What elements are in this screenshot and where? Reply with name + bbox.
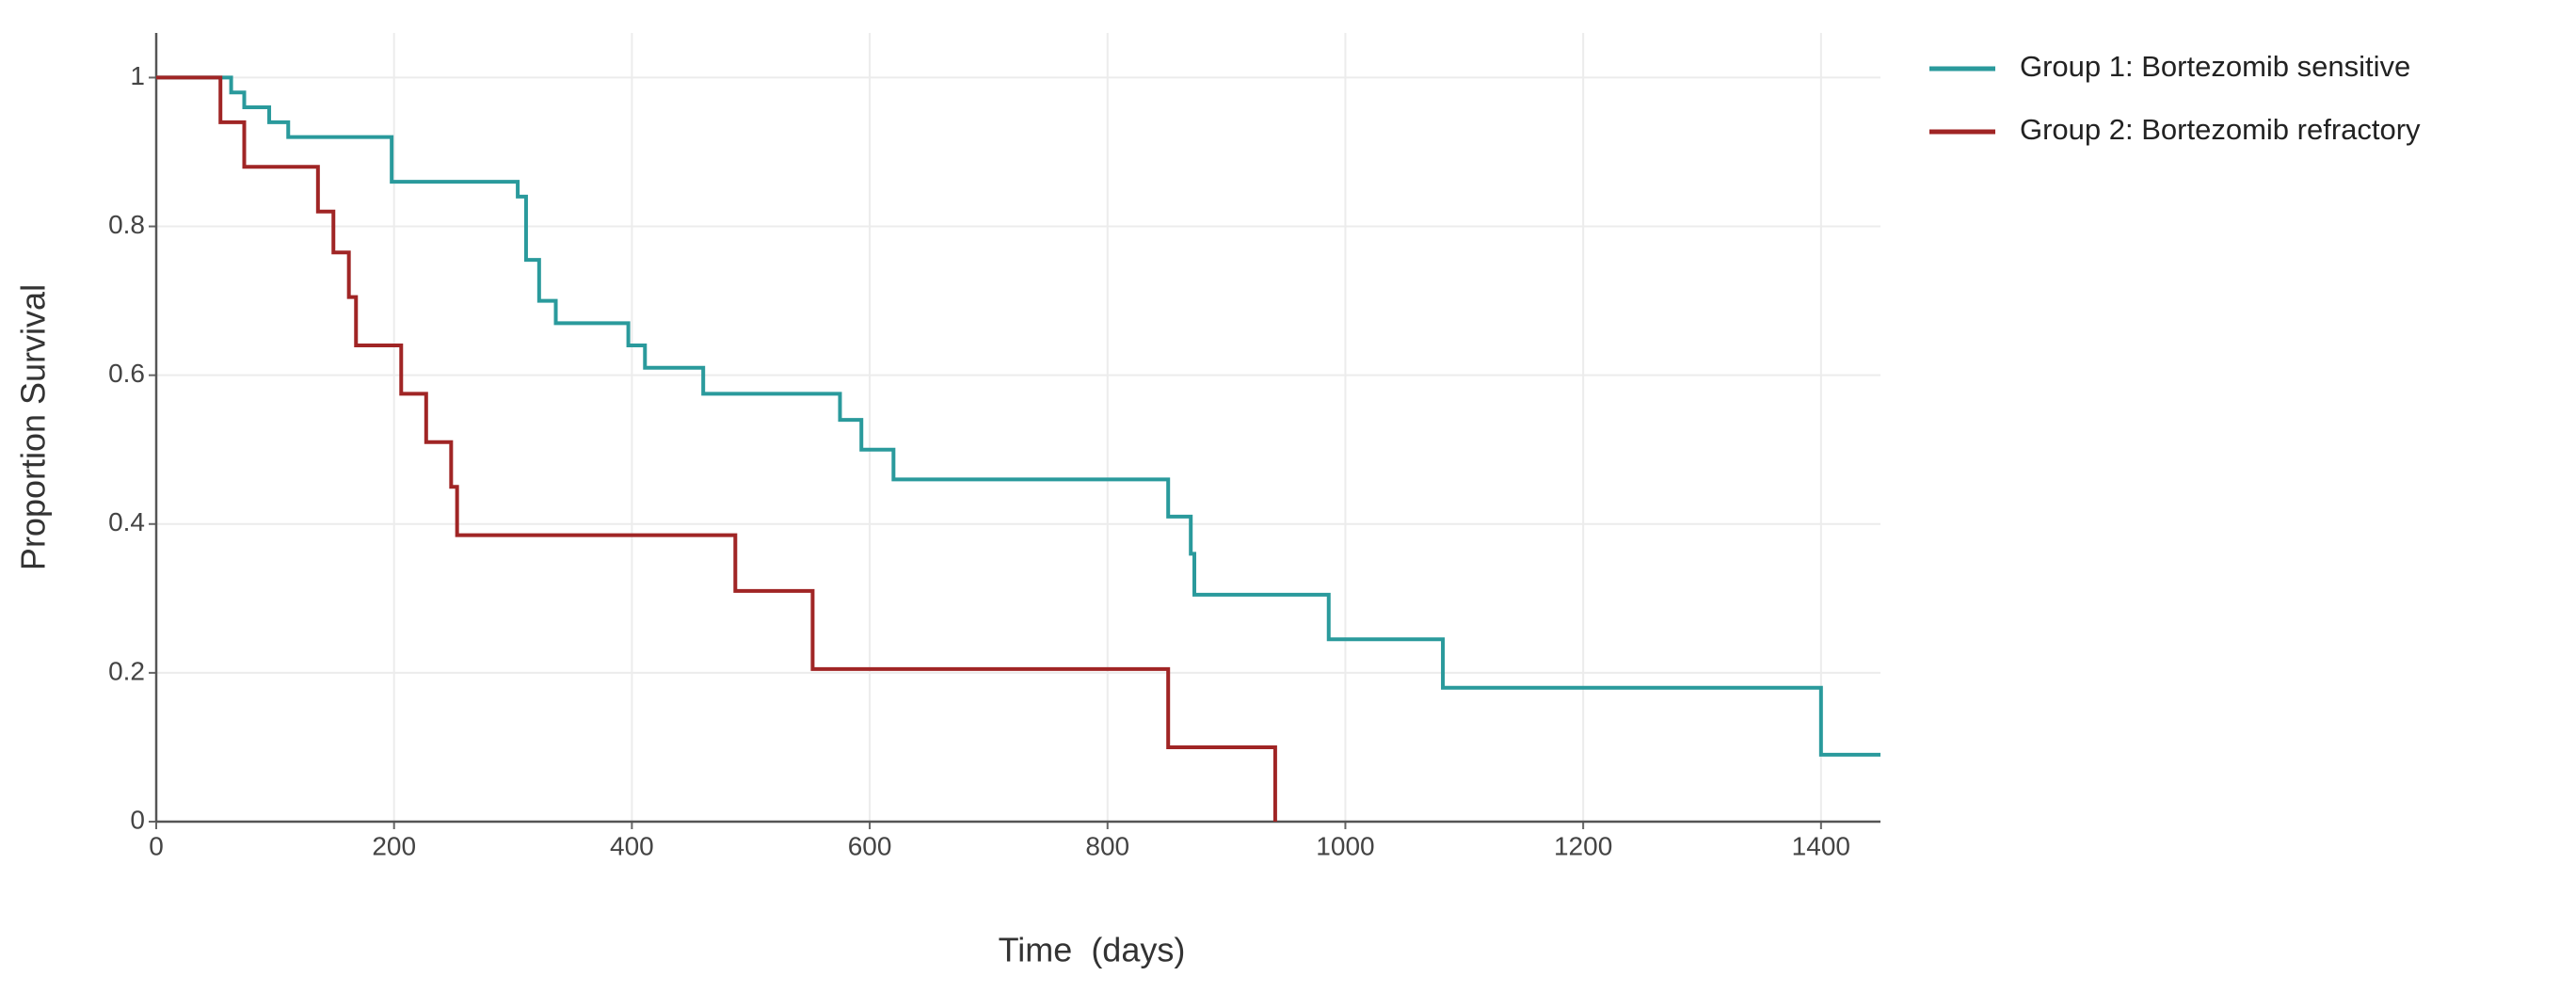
survival-curve xyxy=(156,75,1277,822)
y-tick-label: 0 xyxy=(130,805,145,834)
legend-label: Group 2: Bortezomib refractory xyxy=(2020,113,2421,146)
y-tick-label: 1 xyxy=(130,61,145,90)
x-tick-label: 200 xyxy=(372,831,416,860)
x-tick-label: 600 xyxy=(848,831,892,860)
x-tick-label: 0 xyxy=(149,831,164,860)
x-tick-label: 1400 xyxy=(1792,831,1850,860)
survival-curve xyxy=(156,75,1880,757)
legend-label: Group 1: Bortezomib sensitive xyxy=(2020,50,2410,83)
x-tick-label: 1200 xyxy=(1554,831,1612,860)
y-tick-label: 0.6 xyxy=(108,359,145,388)
y-tick-label: 0.2 xyxy=(108,656,145,685)
x-tick-label: 1000 xyxy=(1316,831,1374,860)
y-tick-label: 0.8 xyxy=(108,210,145,239)
y-tick-label: 0.4 xyxy=(108,507,145,536)
x-axis-title: Time (days) xyxy=(999,931,1186,969)
y-axis-title: Proportion Survival xyxy=(14,284,53,570)
x-tick-label: 400 xyxy=(610,831,654,860)
x-tick-label: 800 xyxy=(1085,831,1129,860)
